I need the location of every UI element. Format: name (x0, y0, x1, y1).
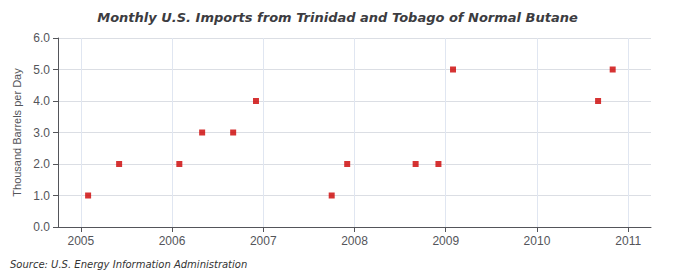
svg-text:0.0: 0.0 (33, 220, 50, 234)
svg-text:Thousand Barrels per Day: Thousand Barrels per Day (11, 68, 23, 197)
svg-text:2.0: 2.0 (33, 157, 50, 171)
svg-text:2009: 2009 (432, 234, 459, 248)
svg-text:6.0: 6.0 (33, 31, 50, 45)
svg-text:2010: 2010 (524, 234, 551, 248)
svg-text:Source: U.S. Energy Informatio: Source: U.S. Energy Information Administ… (10, 259, 247, 270)
svg-text:4.0: 4.0 (33, 94, 50, 108)
svg-text:2011: 2011 (615, 234, 641, 248)
svg-text:2008: 2008 (341, 234, 368, 248)
svg-text:1.0: 1.0 (33, 189, 50, 203)
svg-text:2007: 2007 (250, 234, 277, 248)
svg-text:2006: 2006 (159, 234, 186, 248)
svg-text:5.0: 5.0 (33, 63, 50, 77)
svg-text:2005: 2005 (67, 234, 94, 248)
svg-text:Monthly U.S. Imports from Trin: Monthly U.S. Imports from Trinidad and T… (97, 10, 578, 25)
svg-text:3.0: 3.0 (33, 126, 50, 140)
